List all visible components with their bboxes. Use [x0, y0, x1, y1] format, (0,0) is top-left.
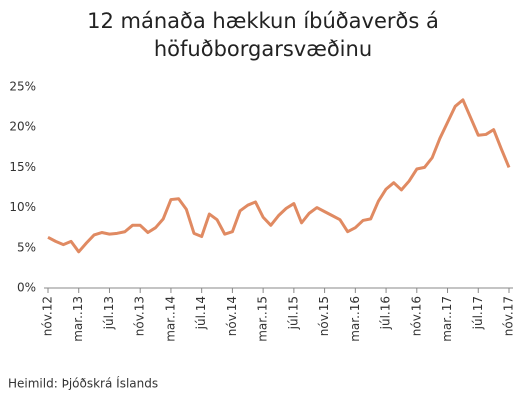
x-tick-label: nóv.16 — [409, 296, 423, 336]
y-tick-label: 5% — [17, 240, 36, 254]
y-tick-label: 15% — [9, 160, 36, 174]
x-tick-label: nóv.15 — [317, 296, 331, 336]
y-tick-label: 10% — [9, 200, 36, 214]
x-tick-label: mar..16 — [348, 296, 362, 342]
source: Heimild: Þjóðskrá Íslands — [8, 376, 158, 391]
x-tick-label: mar..17 — [440, 296, 454, 342]
chart-title: höfuðborgarsvæðinu — [154, 37, 372, 61]
x-tick-label: júl.13 — [102, 296, 116, 330]
x-tick-label: mar..15 — [256, 296, 270, 342]
x-tick-label: júl.15 — [286, 296, 300, 330]
x-tick-label: mar..14 — [163, 296, 177, 342]
x-tick-label: júl.14 — [194, 296, 208, 330]
line — [47, 98, 511, 254]
y-tick-label: 25% — [9, 80, 36, 94]
y-tick-label: 20% — [9, 120, 36, 134]
x-tick-label: nóv.17 — [502, 296, 516, 336]
x-tick-label: júl.17 — [471, 296, 485, 330]
x-tick-label: nóv.14 — [225, 296, 239, 336]
x-tick-label: nóv.12 — [41, 296, 55, 336]
x-tick-label: júl.16 — [379, 296, 393, 330]
x-tick-label: nóv.13 — [133, 296, 147, 336]
x-tick-label: mar..13 — [71, 296, 85, 342]
chart-title: 12 mánaða hækkun íbúðaverðs á — [87, 9, 439, 33]
y-tick-label: 0% — [17, 281, 36, 295]
